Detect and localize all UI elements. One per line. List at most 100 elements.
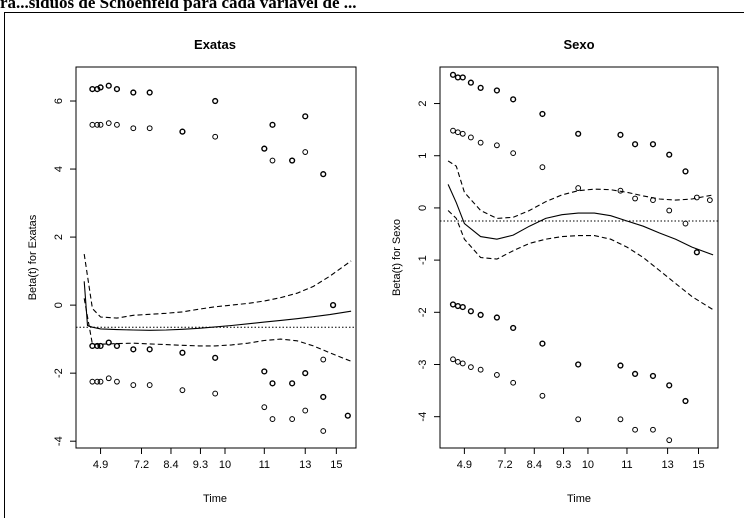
- exatas-residual-point: [89, 378, 96, 385]
- sexo-residual-point: [467, 364, 474, 371]
- exatas-x-tick-label: 11: [259, 459, 270, 471]
- exatas-residual-point: [105, 375, 112, 382]
- exatas-residual-point: [269, 380, 276, 387]
- exatas-residual-point: [179, 387, 186, 394]
- exatas-x-tick-label: 10: [219, 459, 231, 471]
- exatas-residual-point: [114, 378, 120, 385]
- sexo-residual-point: [459, 303, 466, 311]
- sexo-residual-point: [467, 79, 474, 86]
- sexo-residual-point: [494, 142, 500, 149]
- exatas-residual-point: [289, 416, 296, 422]
- sexo-residual-point: [494, 372, 500, 378]
- sexo-x-tick-label: 10: [582, 459, 594, 471]
- exatas-y-tick-label: 0: [53, 302, 65, 308]
- sexo-residual-point: [539, 110, 546, 118]
- exatas-residual-point: [89, 342, 96, 350]
- sexo-x-tick-label: 7.2: [497, 459, 512, 471]
- exatas-y-tick-label: 2: [53, 234, 65, 240]
- frame-border-left: [4, 12, 5, 518]
- sexo-plot-box: [439, 66, 719, 449]
- exatas-residual-point: [289, 157, 296, 164]
- exatas-residual-point: [269, 416, 276, 422]
- sexo-residual-point: [650, 426, 656, 433]
- exatas-residual-point: [330, 302, 336, 309]
- exatas-x-label: Time: [203, 493, 227, 505]
- sexo-y-label: Beta(t) for Sexo: [391, 219, 403, 296]
- exatas-x-tick-label: 13: [299, 459, 311, 471]
- exatas-residual-point: [320, 356, 327, 363]
- sexo-x-tick-label: 4.9: [457, 459, 472, 471]
- exatas-residual-point: [113, 86, 121, 93]
- exatas-residual-point: [261, 145, 268, 152]
- exatas-residual-point: [212, 390, 219, 397]
- sexo-residual-point: [454, 358, 461, 365]
- sexo-residual-point: [510, 324, 517, 332]
- sexo-residual-point: [449, 301, 457, 308]
- exatas-panel: Exatas Beta(t) for Exatas Time 6 4 2 0 -2 -4 4.9 7…: [27, 37, 357, 505]
- exatas-residual-point: [212, 133, 219, 140]
- exatas-residual-point: [179, 349, 186, 356]
- sexo-residual-point: [706, 197, 713, 203]
- sexo-residual-point: [650, 197, 656, 203]
- exatas-x-tick-label: 9.3: [193, 459, 208, 471]
- exatas-y-tick-label: -4: [53, 436, 65, 446]
- sexo-residual-point: [467, 134, 474, 141]
- sexo-residual-point: [666, 207, 673, 214]
- exatas-residual-point: [320, 393, 327, 401]
- exatas-residual-point: [302, 113, 309, 120]
- sexo-residual-point: [632, 426, 638, 433]
- sexo-residual-point: [693, 249, 700, 256]
- exatas-x-tick-label: 15: [330, 459, 342, 471]
- sexo-x-tick-label: 8.4: [527, 459, 542, 471]
- sexo-y-tick-label: 2: [417, 100, 429, 106]
- exatas-lower-band-line: [83, 298, 352, 362]
- sexo-residual-point: [539, 392, 546, 399]
- exatas-y-tick-label: -2: [53, 368, 65, 378]
- sexo-y-tick-label: -2: [417, 307, 429, 317]
- sexo-residual-point: [575, 130, 582, 137]
- sexo-residual-point: [631, 370, 639, 377]
- sexo-residual-point: [693, 194, 700, 201]
- exatas-residual-point: [302, 370, 309, 377]
- exatas-residual-point: [130, 125, 137, 132]
- sexo-x-tick-label: 9.3: [556, 459, 571, 471]
- sexo-residual-point: [510, 150, 517, 157]
- exatas-residual-point: [320, 171, 327, 178]
- exatas-residual-point: [130, 89, 137, 96]
- sexo-residual-point: [649, 141, 657, 148]
- exatas-x-tick-label: 7.2: [134, 459, 149, 471]
- exatas-residual-point: [94, 121, 101, 128]
- exatas-smooth-line: [83, 281, 352, 331]
- exatas-residual-point: [261, 368, 268, 375]
- exatas-residual-point: [212, 354, 219, 361]
- exatas-y-tick-label: 6: [53, 98, 65, 104]
- sexo-residual-point: [539, 164, 546, 171]
- sexo-upper-band-line: [447, 160, 714, 219]
- sexo-x-tick-label: 15: [692, 459, 704, 471]
- exatas-residual-point: [302, 407, 309, 414]
- exatas-residual-point: [89, 121, 96, 128]
- exatas-residual-point: [114, 121, 120, 128]
- frame-border-top: [4, 12, 744, 13]
- sexo-x-tick-label: 13: [661, 459, 673, 471]
- exatas-residual-point: [146, 382, 153, 388]
- exatas-residual-point: [105, 82, 112, 89]
- exatas-x-tick-label: 8.4: [163, 459, 178, 471]
- sexo-residual-point: [666, 151, 673, 158]
- exatas-residual-point: [302, 149, 309, 155]
- exatas-residual-point: [97, 121, 104, 128]
- exatas-plot-box: [75, 66, 357, 449]
- sexo-residual-point: [682, 220, 689, 227]
- sexo-title: Sexo: [563, 37, 594, 52]
- sexo-residual-point: [539, 340, 546, 347]
- sexo-residual-point: [510, 379, 517, 386]
- sexo-residual-point: [617, 187, 624, 194]
- sexo-residual-point: [459, 130, 466, 137]
- sexo-residual-point: [617, 416, 624, 423]
- sexo-residual-point: [575, 185, 582, 191]
- sexo-y-tick-label: -1: [417, 255, 429, 265]
- exatas-residual-point: [289, 380, 296, 387]
